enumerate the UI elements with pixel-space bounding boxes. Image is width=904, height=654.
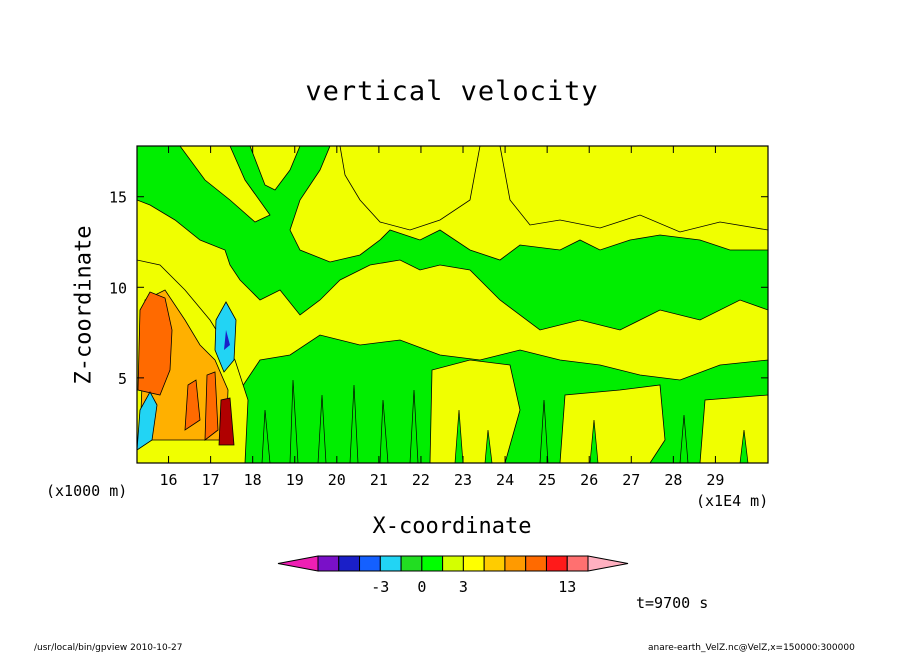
x-tick-label: 22 bbox=[412, 471, 430, 489]
x-tick-label: 20 bbox=[328, 471, 346, 489]
plot-frame bbox=[136, 145, 769, 464]
colorbar-segment bbox=[317, 555, 340, 572]
x-tick-label: 26 bbox=[580, 471, 598, 489]
x-axis-label: X-coordinate bbox=[372, 514, 532, 539]
x-tick-label: 27 bbox=[622, 471, 640, 489]
y-tick-label: 5 bbox=[118, 370, 127, 388]
colorbar-segment bbox=[379, 555, 402, 572]
blue-downdraft-spot bbox=[224, 330, 230, 350]
orange-small-core-1 bbox=[184, 379, 201, 431]
colorbar-tick-label: 13 bbox=[558, 578, 576, 596]
yellow-streak-2 bbox=[249, 146, 301, 191]
x-tick-label: 29 bbox=[706, 471, 724, 489]
x-axis: 16 17 18 19 20 21 22 23 24 25 26 27 28 29 bbox=[160, 146, 724, 489]
x-tick-label: 16 bbox=[160, 471, 178, 489]
cyan-downdraft-lower bbox=[137, 391, 158, 451]
x-tick-label: 24 bbox=[496, 471, 514, 489]
colorbar: -3 0 3 13 bbox=[277, 555, 629, 596]
colorbar-tick-label: 3 bbox=[459, 578, 468, 596]
colorbar-segment bbox=[421, 555, 444, 572]
chart-title: vertical velocity bbox=[305, 76, 599, 107]
x-tick-label: 21 bbox=[370, 471, 388, 489]
orange-small-core-2 bbox=[204, 371, 219, 441]
colorbar-arrow-right bbox=[587, 555, 629, 572]
colorbar-tick-label: 0 bbox=[417, 578, 426, 596]
x-unit-right: (x1E4 m) bbox=[696, 492, 769, 510]
colorbar-segment bbox=[483, 555, 506, 572]
yellow-streak-3 bbox=[339, 146, 481, 231]
yellow-wedge-lower-1 bbox=[429, 359, 521, 463]
x-tick-label: 23 bbox=[454, 471, 472, 489]
colorbar-segment bbox=[545, 555, 568, 572]
orange-core bbox=[137, 291, 173, 396]
colorbar-arrow-left bbox=[277, 555, 319, 572]
colorbar-segment bbox=[442, 555, 464, 572]
colorbar-segment bbox=[525, 555, 547, 572]
green-region-upper-left bbox=[137, 146, 768, 331]
yellow-wedge-lower-2 bbox=[559, 384, 666, 463]
y-tick-label: 10 bbox=[109, 279, 127, 297]
footer-source: anare-earth_VelZ.nc@VelZ,x=150000:300000 bbox=[648, 643, 855, 653]
yellow-wedge-lower-3 bbox=[699, 394, 768, 463]
y-axis: 5 10 15 bbox=[109, 189, 768, 388]
x-unit-left: (x1000 m) bbox=[46, 482, 128, 500]
x-tick-label: 25 bbox=[538, 471, 556, 489]
x-tick-label: 19 bbox=[286, 471, 304, 489]
colorbar-segment bbox=[462, 555, 485, 572]
colorbar-segment bbox=[400, 555, 423, 572]
y-axis-label: Z-coordinate bbox=[71, 225, 97, 385]
colorbar-segment bbox=[566, 555, 589, 572]
y-tick-label: 15 bbox=[109, 189, 127, 207]
time-label: t=9700 s bbox=[636, 594, 709, 612]
footer-program-date: /usr/local/bin/gpview 2010-10-27 bbox=[34, 643, 183, 653]
yellow-streak-4 bbox=[499, 146, 768, 233]
darkred-max-core bbox=[218, 397, 235, 446]
colorbar-segment bbox=[504, 555, 527, 572]
yellow-streak-1 bbox=[179, 146, 271, 223]
colorbar-tick-label: -3 bbox=[371, 578, 389, 596]
x-tick-label: 17 bbox=[202, 471, 220, 489]
contour-field bbox=[137, 146, 768, 463]
colorbar-segment bbox=[338, 555, 361, 572]
colorbar-segment bbox=[359, 555, 381, 572]
green-spikes bbox=[261, 379, 749, 463]
x-tick-label: 18 bbox=[244, 471, 262, 489]
x-tick-label: 28 bbox=[664, 471, 682, 489]
